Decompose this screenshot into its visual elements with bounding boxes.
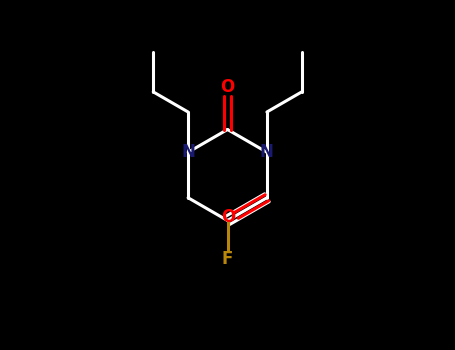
Text: O: O	[220, 78, 235, 97]
Text: F: F	[222, 250, 233, 268]
Text: O: O	[221, 208, 235, 226]
Text: N: N	[260, 143, 274, 161]
Text: N: N	[181, 143, 195, 161]
